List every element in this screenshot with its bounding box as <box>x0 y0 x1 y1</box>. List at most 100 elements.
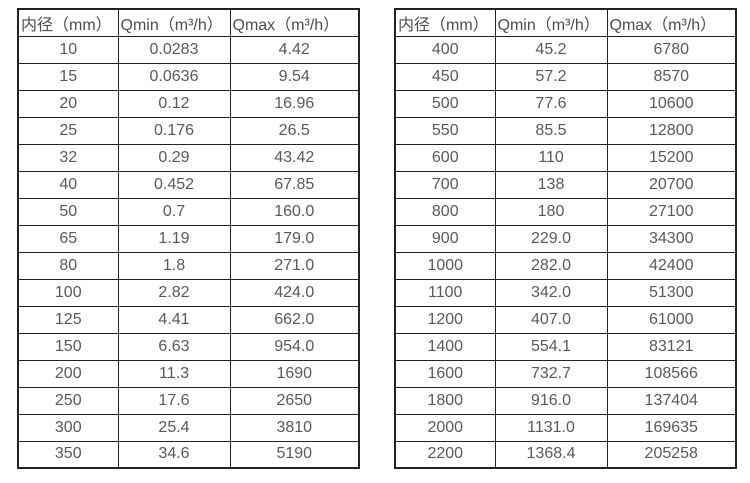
table-cell: 100 <box>17 278 119 307</box>
table-cell: 1368.4 <box>494 440 608 469</box>
table-cell: 16.96 <box>229 89 360 118</box>
table-cell: 350 <box>17 440 119 469</box>
table-header: 内径（mm） Qmin（m³/h） Qmax（m³/h） <box>394 8 737 37</box>
table-row: 200 11.3 1690 <box>17 359 360 388</box>
table-cell: 150 <box>17 332 119 361</box>
column-header: Qmax（m³/h） <box>229 8 360 37</box>
table-cell: 0.452 <box>117 170 231 199</box>
table-cell: 25 <box>17 116 119 145</box>
table-cell: 1690 <box>229 359 360 388</box>
table-cell: 65 <box>17 224 119 253</box>
table-row: 80 1.8 271.0 <box>17 251 360 280</box>
table-body: 400 45.2 6780 450 57.2 8570 500 77.6 10600 550 85.… <box>394 35 737 469</box>
column-header: Qmin（m³/h） <box>117 8 231 37</box>
table-cell: 342.0 <box>494 278 608 307</box>
table-cell: 4.41 <box>117 305 231 334</box>
header-row: 内径（mm） Qmin（m³/h） Qmax（m³/h） <box>394 8 737 37</box>
table-cell: 0.0283 <box>117 35 231 64</box>
table-row: 20 0.12 16.96 <box>17 89 360 118</box>
table-row: 1000 282.0 42400 <box>394 251 737 280</box>
table-header: 内径（mm） Qmin（m³/h） Qmax（m³/h） <box>17 8 360 37</box>
table-cell: 45.2 <box>494 35 608 64</box>
tables-container: 内径（mm） Qmin（m³/h） Qmax（m³/h） 10 0.0283 4.42 1… <box>17 8 750 469</box>
table-cell: 125 <box>17 305 119 334</box>
table-cell: 11.3 <box>117 359 231 388</box>
table-row: 25 0.176 26.5 <box>17 116 360 145</box>
table-cell: 450 <box>394 62 496 91</box>
table-cell: 83121 <box>606 332 737 361</box>
table-cell: 43.42 <box>229 143 360 172</box>
table-cell: 42400 <box>606 251 737 280</box>
table-cell: 179.0 <box>229 224 360 253</box>
table-cell: 27100 <box>606 197 737 226</box>
table-cell: 160.0 <box>229 197 360 226</box>
table-cell: 180 <box>494 197 608 226</box>
table-cell: 1131.0 <box>494 413 608 442</box>
table-cell: 271.0 <box>229 251 360 280</box>
table-row: 400 45.2 6780 <box>394 35 737 64</box>
flow-table-small-diameters: 内径（mm） Qmin（m³/h） Qmax（m³/h） 10 0.0283 4.42 1… <box>17 8 360 469</box>
table-row: 450 57.2 8570 <box>394 62 737 91</box>
table-cell: 20700 <box>606 170 737 199</box>
table-cell: 554.1 <box>494 332 608 361</box>
table-cell: 15200 <box>606 143 737 172</box>
table-cell: 3810 <box>229 413 360 442</box>
table-cell: 2200 <box>394 440 496 469</box>
table-cell: 2650 <box>229 386 360 415</box>
table-cell: 916.0 <box>494 386 608 415</box>
table-cell: 10600 <box>606 89 737 118</box>
table-cell: 108566 <box>606 359 737 388</box>
table-cell: 732.7 <box>494 359 608 388</box>
table-row: 600 110 15200 <box>394 143 737 172</box>
table-cell: 17.6 <box>117 386 231 415</box>
table-cell: 407.0 <box>494 305 608 334</box>
table-cell: 20 <box>17 89 119 118</box>
table-cell: 400 <box>394 35 496 64</box>
table-row: 1100 342.0 51300 <box>394 278 737 307</box>
table-cell: 0.29 <box>117 143 231 172</box>
table-cell: 61000 <box>606 305 737 334</box>
table-row: 800 180 27100 <box>394 197 737 226</box>
table-cell: 5190 <box>229 440 360 469</box>
column-header: 内径（mm） <box>17 8 119 37</box>
table-row: 150 6.63 954.0 <box>17 332 360 361</box>
table-cell: 1800 <box>394 386 496 415</box>
table-row: 300 25.4 3810 <box>17 413 360 442</box>
table-cell: 137404 <box>606 386 737 415</box>
table-cell: 1100 <box>394 278 496 307</box>
table-cell: 51300 <box>606 278 737 307</box>
table-cell: 10 <box>17 35 119 64</box>
table-cell: 138 <box>494 170 608 199</box>
table-row: 350 34.6 5190 <box>17 440 360 469</box>
table-cell: 1600 <box>394 359 496 388</box>
table-cell: 67.85 <box>229 170 360 199</box>
table-cell: 85.5 <box>494 116 608 145</box>
table-row: 1200 407.0 61000 <box>394 305 737 334</box>
flow-table-large-diameters: 内径（mm） Qmin（m³/h） Qmax（m³/h） 400 45.2 6780 45… <box>394 8 737 469</box>
table-cell: 0.7 <box>117 197 231 226</box>
table-cell: 550 <box>394 116 496 145</box>
table-row: 32 0.29 43.42 <box>17 143 360 172</box>
table-cell: 1400 <box>394 332 496 361</box>
table-row: 900 229.0 34300 <box>394 224 737 253</box>
table-cell: 169635 <box>606 413 737 442</box>
table-cell: 662.0 <box>229 305 360 334</box>
table-cell: 6780 <box>606 35 737 64</box>
table-cell: 0.176 <box>117 116 231 145</box>
table-row: 40 0.452 67.85 <box>17 170 360 199</box>
table-cell: 26.5 <box>229 116 360 145</box>
table-row: 1600 732.7 108566 <box>394 359 737 388</box>
table-cell: 1000 <box>394 251 496 280</box>
table-cell: 34300 <box>606 224 737 253</box>
table-cell: 34.6 <box>117 440 231 469</box>
table-row: 10 0.0283 4.42 <box>17 35 360 64</box>
table-cell: 8570 <box>606 62 737 91</box>
table-cell: 15 <box>17 62 119 91</box>
table-row: 1400 554.1 83121 <box>394 332 737 361</box>
table-row: 550 85.5 12800 <box>394 116 737 145</box>
table-cell: 0.0636 <box>117 62 231 91</box>
table-cell: 282.0 <box>494 251 608 280</box>
table-cell: 2.82 <box>117 278 231 307</box>
table-row: 1800 916.0 137404 <box>394 386 737 415</box>
table-cell: 205258 <box>606 440 737 469</box>
